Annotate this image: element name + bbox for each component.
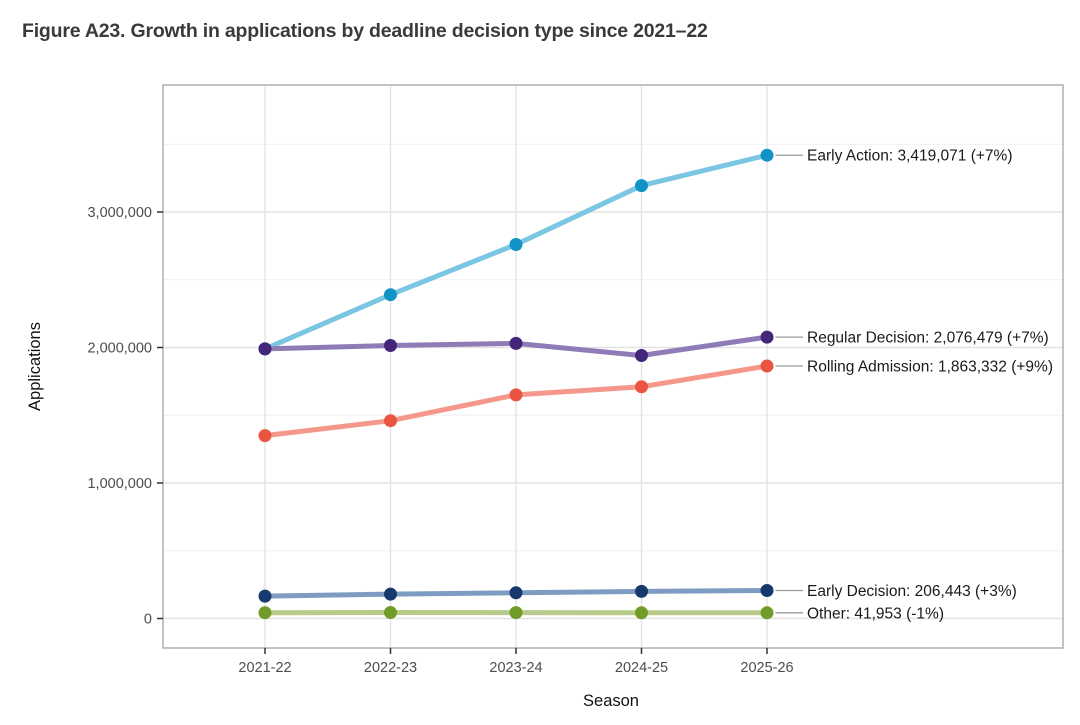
x-tick-label: 2025-26 — [740, 660, 793, 676]
panel-border — [162, 84, 1064, 649]
series-point-other — [509, 606, 523, 620]
annotation-label-rolling-admission: Rolling Admission: 1,863,332 (+9%) — [807, 359, 1053, 376]
figure-title: Figure A23. Growth in applications by de… — [22, 20, 708, 42]
annotation-label-early-decision: Early Decision: 206,443 (+3%) — [807, 583, 1017, 600]
series-point-other — [635, 606, 648, 620]
series-point-regular-decision — [760, 330, 774, 344]
series-point-rolling-admission — [635, 380, 648, 394]
series-point-early-decision — [384, 587, 397, 601]
series-point-early-action — [760, 148, 774, 162]
series-point-early-decision — [635, 584, 648, 598]
x-tick-label: 2021-22 — [238, 660, 291, 676]
x-tick-label: 2023-24 — [489, 660, 542, 676]
series-point-rolling-admission — [384, 414, 397, 428]
y-axis-title: Applications — [26, 322, 44, 411]
series-point-rolling-admission — [760, 359, 774, 373]
series-point-early-action — [509, 238, 523, 251]
series-point-early-action — [384, 288, 397, 302]
series-point-other — [384, 606, 397, 619]
y-tick-label: 1,000,000 — [87, 476, 152, 492]
annotation-label-other: Other: 41,953 (-1%) — [807, 605, 944, 622]
annotation-label-early-action: Early Action: 3,419,071 (+7%) — [807, 148, 1013, 165]
series-point-regular-decision — [509, 336, 523, 350]
series-point-other — [760, 606, 774, 620]
x-tick-label: 2024-25 — [615, 660, 668, 676]
series-point-early-decision — [509, 586, 523, 600]
x-tick-label: 2022-23 — [364, 660, 417, 676]
y-tick-label: 3,000,000 — [87, 205, 152, 221]
series-point-regular-decision — [384, 339, 397, 352]
x-axis-title: Season — [583, 692, 639, 710]
series-point-early-action — [635, 179, 648, 193]
annotation-label-regular-decision: Regular Decision: 2,076,479 (+7%) — [807, 330, 1049, 347]
series-point-early-decision — [760, 584, 774, 597]
series-point-regular-decision — [635, 349, 648, 362]
plot-panel — [163, 85, 1063, 648]
series-point-early-decision — [258, 589, 272, 603]
series-point-other — [258, 606, 272, 620]
y-tick-label: 2,000,000 — [87, 341, 152, 357]
y-tick-label: 0 — [144, 612, 152, 628]
series-point-regular-decision — [258, 342, 272, 356]
series-point-rolling-admission — [258, 429, 272, 443]
series-point-rolling-admission — [509, 388, 523, 402]
